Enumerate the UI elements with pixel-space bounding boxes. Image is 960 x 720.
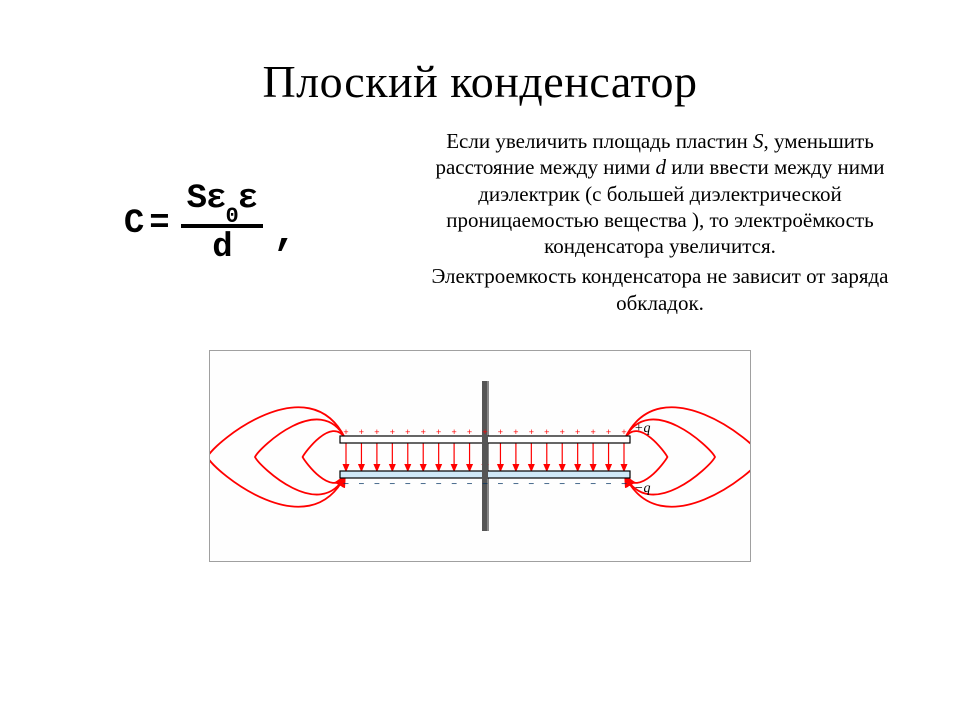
svg-text:+: + <box>606 427 611 437</box>
svg-text:+: + <box>405 427 410 437</box>
svg-text:+: + <box>575 427 580 437</box>
svg-text:−: − <box>405 479 411 490</box>
svg-text:−: − <box>528 479 534 490</box>
svg-text:+: + <box>436 427 441 437</box>
svg-text:+: + <box>467 427 472 437</box>
svg-text:+: + <box>359 427 364 437</box>
svg-text:+: + <box>513 427 518 437</box>
num-zero: 0 <box>225 204 237 229</box>
diagram-svg: +++++++++++++++++++−−−−−−−−−−−−−−−−−−−+q… <box>210 351 750 561</box>
upper-row: C = Sε0ε d , Если увеличить площадь плас… <box>0 128 960 320</box>
fraction-bar <box>181 224 263 228</box>
svg-text:−: − <box>544 479 550 490</box>
p1-d: d <box>655 155 666 179</box>
p1-a: Если увеличить площадь пластин <box>446 129 753 153</box>
svg-text:−: − <box>420 479 426 490</box>
formula-region: C = Sε0ε d , <box>0 128 420 320</box>
svg-text:−: − <box>575 479 581 490</box>
svg-text:−q: −q <box>634 481 650 496</box>
svg-text:+: + <box>560 427 565 437</box>
svg-text:+: + <box>390 427 395 437</box>
svg-text:−: − <box>482 479 488 490</box>
svg-text:−: − <box>590 479 596 490</box>
svg-text:−: − <box>359 479 365 490</box>
svg-text:−: − <box>606 479 612 490</box>
svg-text:+: + <box>498 427 503 437</box>
description-p2: Электроемкость конденсатора не зависит о… <box>420 263 900 316</box>
svg-text:−: − <box>451 479 457 490</box>
formula-eq: = <box>149 205 168 243</box>
svg-text:−: − <box>374 479 380 490</box>
formula-fraction: Sε0ε d <box>181 181 263 267</box>
formula-lhs: C <box>124 205 143 243</box>
formula-numerator: Sε0ε <box>181 181 263 222</box>
svg-text:+: + <box>544 427 549 437</box>
svg-text:+: + <box>374 427 379 437</box>
svg-text:−: − <box>343 479 349 490</box>
num-eps2: ε <box>238 180 257 218</box>
svg-text:−: − <box>513 479 519 490</box>
svg-text:−: − <box>559 479 565 490</box>
capacitor-diagram: +++++++++++++++++++−−−−−−−−−−−−−−−−−−−+q… <box>209 350 751 562</box>
svg-text:−: − <box>436 479 442 490</box>
svg-text:+: + <box>343 427 348 437</box>
svg-text:−: − <box>621 479 627 490</box>
svg-text:+: + <box>621 427 626 437</box>
description-p1: Если увеличить площадь пластин S, уменьш… <box>420 128 900 259</box>
page-title: Плоский конденсатор <box>0 0 960 108</box>
capacitance-formula: C = Sε0ε d , <box>124 181 296 267</box>
svg-text:+: + <box>451 427 456 437</box>
svg-text:+q: +q <box>634 421 650 436</box>
svg-text:−: − <box>467 479 473 490</box>
num-eps: ε <box>206 180 225 218</box>
p1-S: S <box>753 129 764 153</box>
num-S: S <box>187 180 206 218</box>
formula-denominator: d <box>206 230 237 267</box>
svg-text:−: − <box>389 479 395 490</box>
svg-text:+: + <box>529 427 534 437</box>
svg-text:−: − <box>498 479 504 490</box>
svg-text:+: + <box>590 427 595 437</box>
svg-text:+: + <box>421 427 426 437</box>
formula-comma: , <box>273 212 296 257</box>
description-block: Если увеличить площадь пластин S, уменьш… <box>420 128 920 320</box>
